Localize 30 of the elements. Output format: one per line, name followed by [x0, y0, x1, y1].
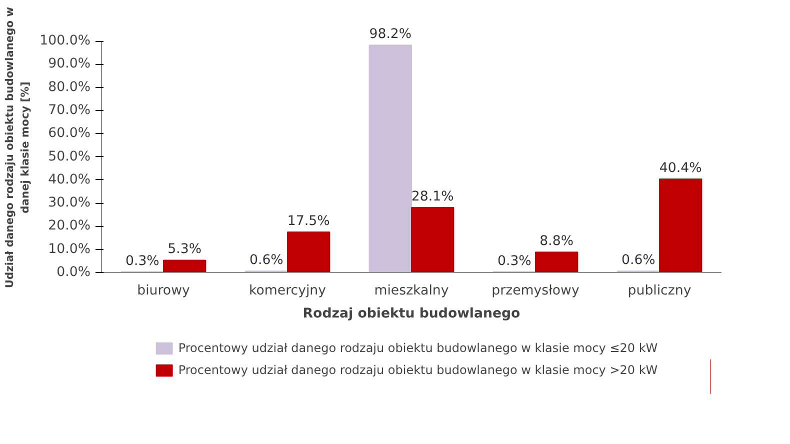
y-tick-label: 20.0%: [48, 218, 91, 234]
y-tick-label: 100.0%: [40, 34, 91, 49]
y-tick-label: 90.0%: [48, 56, 91, 72]
x-tick-label: przemysłowy: [492, 284, 580, 298]
y-tick-label: 30.0%: [48, 196, 91, 211]
x-tick-label: biurowy: [137, 284, 190, 298]
data-label: 0.6%: [249, 253, 284, 268]
y-tick-label: 70.0%: [48, 102, 91, 118]
y-tick-label: 50.0%: [48, 149, 91, 164]
y-tick-label: 10.0%: [48, 242, 91, 257]
y-tick-label: 80.0%: [48, 80, 91, 95]
y-tick-label: 0.0%: [56, 265, 91, 280]
data-label: 0.3%: [125, 254, 160, 269]
data-label: 0.3%: [497, 254, 532, 269]
data-label: 40.4%: [659, 160, 702, 176]
data-label: 8.8%: [540, 234, 574, 250]
x-tick-label: komercyjny: [248, 284, 326, 298]
data-label: 28.1%: [411, 189, 454, 204]
data-label: 98.2%: [369, 27, 412, 42]
x-tick-label: mieszkalny: [374, 284, 449, 298]
x-tick-label: publiczny: [628, 284, 692, 298]
data-label: 17.5%: [287, 214, 330, 229]
data-label: 5.3%: [168, 242, 202, 258]
data-label: 0.6%: [621, 253, 656, 268]
y-tick-label: 60.0%: [48, 126, 91, 142]
x-axis-title: Rodzaj obiektu budowlanego: [302, 306, 520, 322]
y-tick-label: 40.0%: [48, 172, 91, 188]
y-axis-title: Udział danego rodzaju obiektu budowlanego w danej klasie mocy [%]: [3, 6, 32, 288]
legend-label: Procentowy udział danego rodzaju obiektu budowlanego w klasie mocy >20 kW: [178, 363, 658, 377]
legend-label: Procentowy udział danego rodzaju obiektu budowlanego w klasie mocy ≤20 kW: [178, 341, 658, 355]
